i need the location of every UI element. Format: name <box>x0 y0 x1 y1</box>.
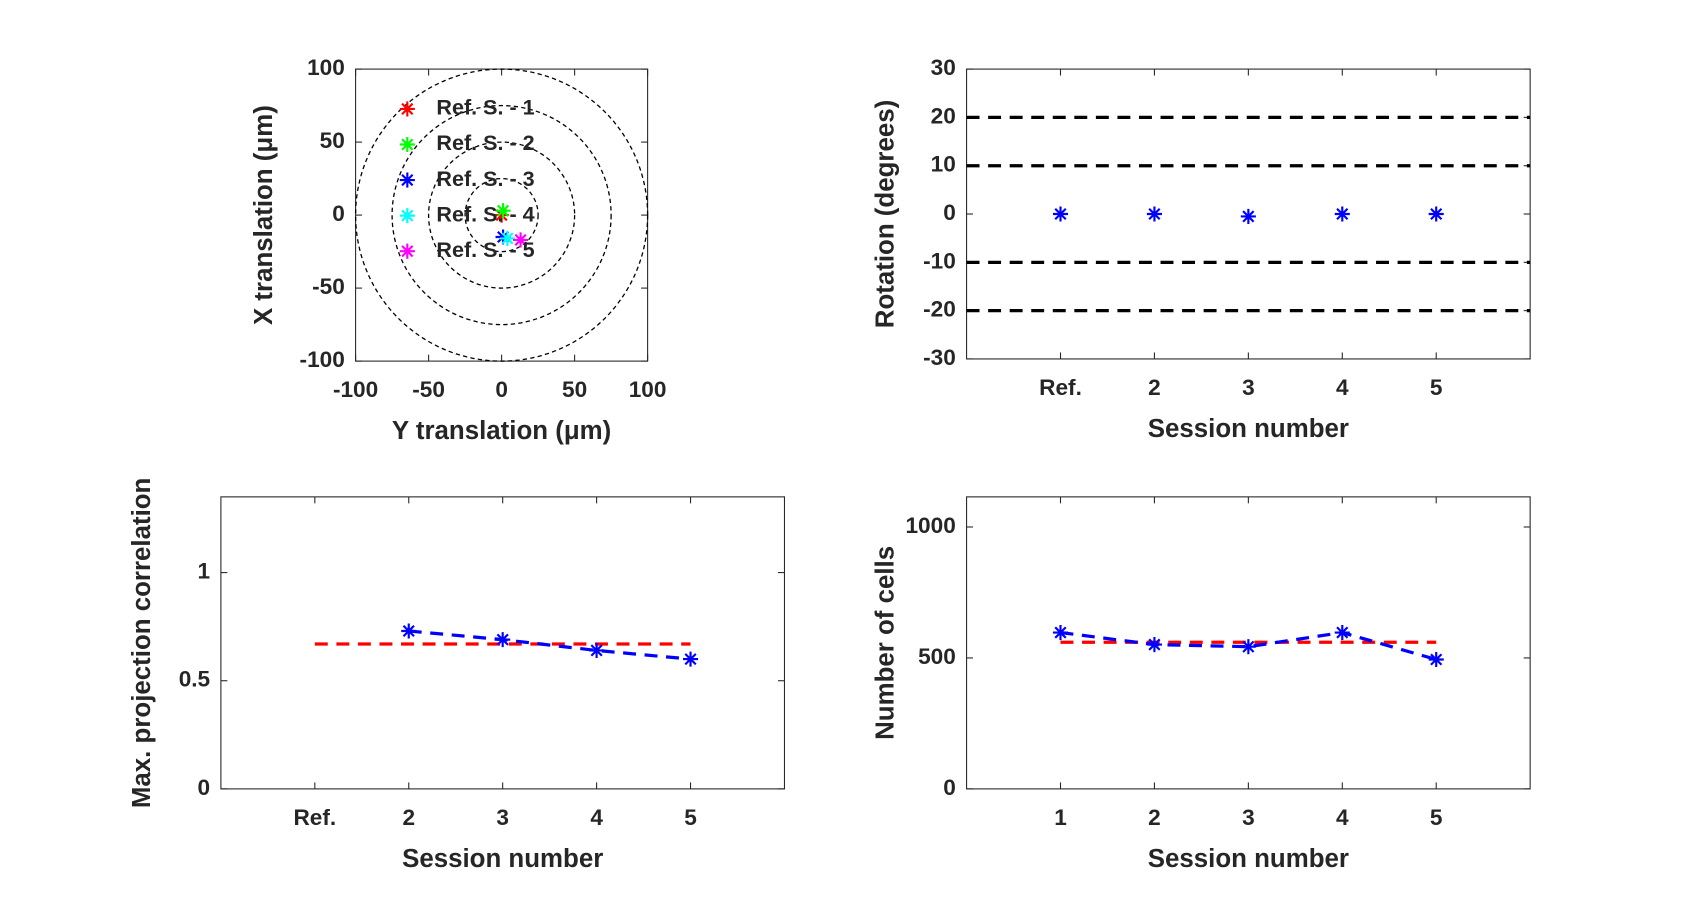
point <box>499 230 515 246</box>
point <box>494 207 510 223</box>
point <box>682 651 699 667</box>
x-tick-label: -100 <box>333 377 378 402</box>
legend-label: Ref. S. - 4 <box>436 201 534 226</box>
x-tick-label: 50 <box>562 377 587 402</box>
y-tick-label: 20 <box>931 103 956 128</box>
y-tick-label: 0 <box>332 201 345 226</box>
point <box>495 229 511 245</box>
y-tick-label: 10 <box>931 152 956 177</box>
legend-marker <box>399 243 415 259</box>
x-tick-label: 5 <box>1430 805 1443 830</box>
x-tick-label: -50 <box>412 377 445 402</box>
point <box>1428 651 1444 668</box>
x-tick-label: 4 <box>1336 375 1349 400</box>
y-tick-label: -30 <box>923 345 956 370</box>
x-tick-label: 0 <box>495 377 508 402</box>
point <box>1334 206 1350 222</box>
y-axis-label: X translation (μm) <box>250 105 278 325</box>
y-tick-label: 0 <box>943 200 956 225</box>
x-tick-label: 2 <box>402 805 415 830</box>
x-tick-label: 5 <box>1430 375 1443 400</box>
point <box>495 632 511 648</box>
series-line <box>408 629 691 661</box>
point <box>1240 208 1256 224</box>
y-tick-label: -10 <box>923 248 956 273</box>
x-tick-label: 2 <box>1148 805 1161 830</box>
point <box>495 203 511 219</box>
x-tick-label: 4 <box>590 805 603 830</box>
x-axis-label: Session number <box>402 845 603 873</box>
y-tick-label: 30 <box>931 55 956 80</box>
x-axis-label: Session number <box>1148 415 1349 443</box>
circle <box>391 104 612 326</box>
legend-label: Ref. S. - 1 <box>436 95 534 120</box>
x-tick-label: 5 <box>684 805 697 830</box>
y-tick-label: 1000 <box>905 513 955 538</box>
point <box>589 642 605 658</box>
point <box>1052 624 1069 641</box>
point <box>401 623 417 639</box>
point <box>1428 206 1444 222</box>
point <box>513 232 529 248</box>
y-tick-label: 100 <box>307 55 345 80</box>
circle <box>427 141 576 289</box>
point <box>1146 637 1162 653</box>
x-axis-label: Y translation (μm) <box>392 417 611 445</box>
y-tick-label: 0 <box>198 775 211 800</box>
point <box>1146 206 1162 222</box>
legend-marker <box>399 172 415 188</box>
x-axis-label: Session number <box>1148 845 1349 873</box>
x-tick-label: 4 <box>1336 805 1349 830</box>
y-axis-label: Rotation (degrees) <box>872 100 900 328</box>
x-tick-label: 1 <box>1054 805 1067 830</box>
x-tick-label: 3 <box>1242 375 1255 400</box>
legend-label: Ref. S. - 5 <box>436 237 534 262</box>
legend-label: Ref. S. - 2 <box>436 130 534 155</box>
legend-marker <box>399 136 415 153</box>
legend-label: Ref. S. - 3 <box>436 166 534 191</box>
circle <box>354 68 649 362</box>
y-tick-label: 500 <box>918 644 956 669</box>
y-tick-label: 1 <box>198 559 211 584</box>
x-tick-label: 100 <box>629 377 667 402</box>
x-tick-label: 3 <box>1242 805 1255 830</box>
y-axis-label: Number of cells <box>872 546 900 740</box>
point <box>1334 624 1350 641</box>
y-axis-label: Max. projection correlation <box>128 478 156 809</box>
x-tick-label: Ref. <box>1039 375 1082 400</box>
point <box>1240 639 1256 655</box>
y-tick-label: 50 <box>320 128 345 153</box>
y-tick-label: 0.5 <box>179 667 210 692</box>
y-tick-label: 0 <box>943 775 956 800</box>
circle <box>464 177 539 253</box>
point <box>1052 206 1069 222</box>
x-tick-label: 2 <box>1148 375 1161 400</box>
legend-marker <box>399 101 415 117</box>
legend-marker <box>399 208 415 224</box>
x-tick-label: Ref. <box>293 805 336 830</box>
x-tick-label: 3 <box>496 805 509 830</box>
y-tick-label: -50 <box>312 274 345 299</box>
y-tick-label: -20 <box>923 297 956 322</box>
y-tick-label: -100 <box>300 347 345 372</box>
